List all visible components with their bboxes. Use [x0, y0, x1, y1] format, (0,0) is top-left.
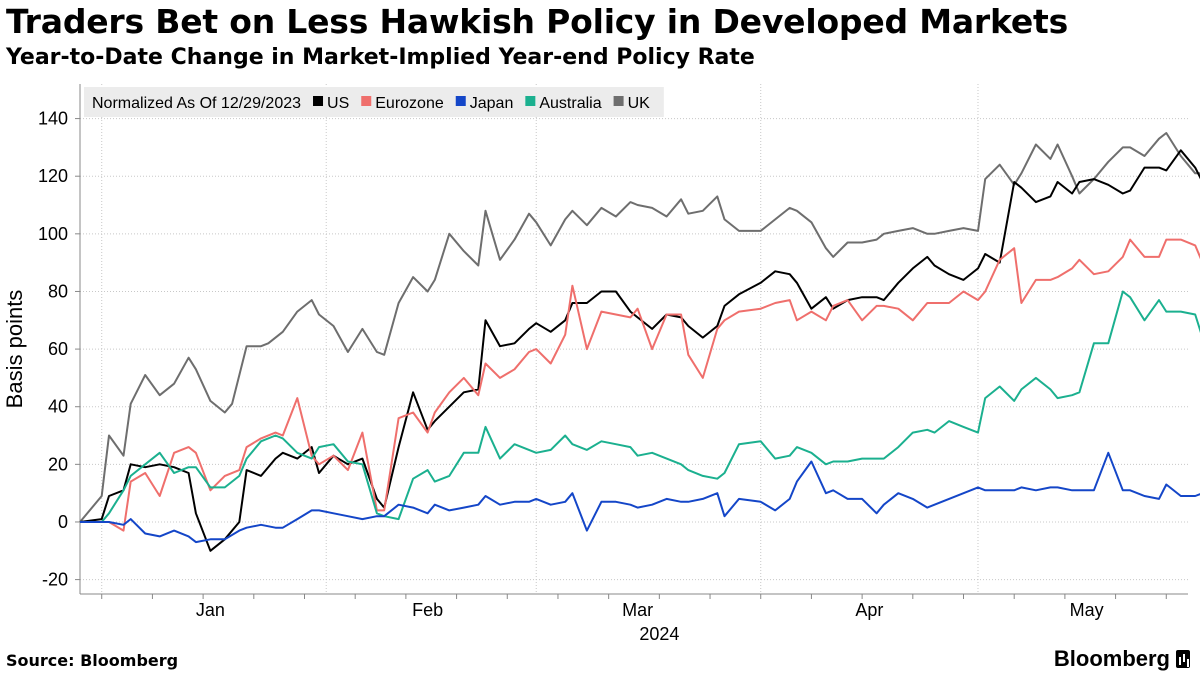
x-tick-label: Jan [196, 600, 225, 620]
legend-label-australia: Australia [539, 95, 601, 112]
legend-label-uk: UK [628, 95, 651, 112]
y-tick-label: 140 [38, 109, 68, 129]
x-tick-label: Feb [412, 600, 443, 620]
chart-subtitle: Year-to-Date Change in Market-Implied Ye… [6, 45, 755, 70]
y-tick-label: 120 [38, 166, 68, 186]
bar-chart-icon [1176, 650, 1190, 668]
y-tick-label: 100 [38, 224, 68, 244]
brand-name: Bloomberg [1053, 646, 1170, 671]
y-tick-label: 20 [48, 454, 68, 474]
legend-label-us: US [327, 95, 349, 112]
legend-swatch-eurozone [361, 96, 372, 106]
legend-note: Normalized As Of 12/29/2023 [92, 95, 301, 112]
series-line-australia [80, 290, 1200, 523]
legend-layer: Normalized As Of 12/29/2023 US Eurozone Jap… [84, 87, 664, 117]
grid-layer [80, 84, 1188, 594]
series-line-us [79, 149, 1200, 552]
series-layer [79, 132, 1200, 552]
line-chart: 140 120 100 80 60 40 20 0 -20 Jan Feb Mar Apr May 2024… [2, 84, 1200, 640]
x-axis-label: 2024 [639, 624, 679, 640]
series-line-japan [80, 451, 1200, 544]
legend-swatch-uk [613, 96, 624, 106]
x-tick-label: Mar [622, 600, 653, 620]
axis-layer: 140 120 100 80 60 40 20 0 -20 Jan Feb Mar Apr May 2024… [2, 84, 1188, 640]
y-tick-label: 0 [58, 512, 68, 532]
legend-swatch-australia [525, 96, 536, 106]
legend-label-japan: Japan [470, 95, 514, 112]
x-tick-label: Apr [855, 600, 883, 620]
legend-box [84, 87, 664, 117]
series-line-eurozone [80, 238, 1200, 532]
y-tick-label: -20 [42, 570, 68, 590]
x-tick-label: May [1070, 600, 1104, 620]
legend-label-eurozone: Eurozone [375, 95, 444, 112]
brand-logo: Bloomberg [1054, 646, 1190, 672]
y-tick-label: 60 [48, 339, 68, 359]
source-note: Source: Bloomberg [6, 651, 179, 670]
chart-title: Traders Bet on Less Hawkish Policy in De… [6, 2, 1069, 41]
series-line-uk [79, 132, 1200, 523]
y-tick-label: 80 [48, 281, 68, 301]
legend-swatch-japan [455, 96, 466, 106]
y-tick-label: 40 [48, 397, 68, 417]
y-axis-label: Basis points [2, 290, 27, 409]
legend-swatch-us [313, 96, 324, 106]
